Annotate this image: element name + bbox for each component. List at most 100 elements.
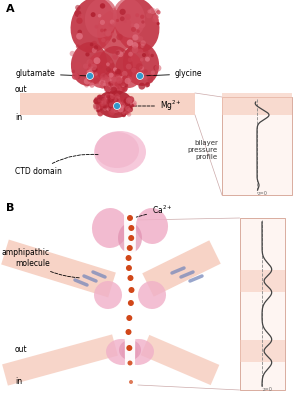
Circle shape	[100, 78, 106, 83]
Circle shape	[109, 97, 114, 101]
Circle shape	[112, 38, 116, 42]
Circle shape	[145, 82, 150, 87]
Circle shape	[122, 111, 125, 115]
Ellipse shape	[85, 0, 117, 38]
Circle shape	[105, 104, 109, 108]
FancyBboxPatch shape	[222, 97, 292, 195]
Circle shape	[100, 20, 105, 25]
Circle shape	[128, 52, 133, 56]
Circle shape	[105, 86, 111, 92]
Circle shape	[96, 103, 103, 110]
Circle shape	[132, 42, 138, 49]
Circle shape	[91, 12, 96, 17]
Circle shape	[111, 103, 117, 109]
Bar	[239, 340, 285, 362]
Circle shape	[120, 9, 126, 15]
Ellipse shape	[92, 208, 128, 248]
Circle shape	[114, 102, 121, 110]
Circle shape	[155, 65, 161, 72]
Circle shape	[123, 86, 128, 91]
Circle shape	[93, 78, 100, 84]
Circle shape	[127, 108, 132, 112]
Circle shape	[122, 110, 126, 114]
Circle shape	[108, 106, 112, 110]
Circle shape	[115, 82, 119, 87]
Circle shape	[128, 287, 135, 293]
Circle shape	[122, 76, 128, 81]
Circle shape	[113, 82, 117, 86]
Circle shape	[97, 95, 103, 100]
Circle shape	[109, 75, 113, 79]
Circle shape	[100, 81, 105, 86]
Circle shape	[123, 95, 130, 102]
Circle shape	[125, 84, 128, 88]
Circle shape	[76, 44, 80, 48]
Ellipse shape	[115, 0, 159, 53]
Ellipse shape	[71, 42, 107, 86]
Circle shape	[108, 81, 112, 86]
Circle shape	[107, 84, 112, 89]
Circle shape	[113, 68, 117, 72]
Text: A: A	[6, 4, 15, 14]
Circle shape	[88, 66, 95, 73]
Text: in: in	[15, 114, 22, 122]
Circle shape	[107, 105, 112, 110]
Circle shape	[132, 46, 138, 53]
Circle shape	[122, 113, 126, 117]
Circle shape	[97, 94, 103, 100]
Circle shape	[128, 300, 134, 306]
Circle shape	[115, 80, 119, 84]
Circle shape	[105, 75, 110, 80]
Text: CTD domain: CTD domain	[15, 154, 99, 176]
Circle shape	[122, 81, 128, 87]
Circle shape	[116, 19, 119, 22]
Circle shape	[104, 74, 110, 80]
Circle shape	[126, 265, 132, 271]
Circle shape	[140, 58, 144, 62]
Circle shape	[128, 225, 134, 231]
Circle shape	[131, 104, 134, 107]
Circle shape	[108, 109, 114, 115]
Circle shape	[76, 74, 81, 79]
Circle shape	[130, 100, 137, 107]
Circle shape	[123, 74, 128, 79]
Circle shape	[75, 74, 79, 78]
Circle shape	[87, 70, 90, 74]
Circle shape	[108, 107, 113, 111]
Circle shape	[110, 20, 115, 24]
Circle shape	[140, 40, 146, 46]
Circle shape	[107, 78, 110, 82]
Circle shape	[122, 75, 127, 80]
Circle shape	[103, 108, 107, 111]
Text: Mg$^{2+}$: Mg$^{2+}$	[120, 99, 182, 113]
Ellipse shape	[106, 339, 138, 365]
Circle shape	[129, 380, 133, 384]
Circle shape	[115, 85, 121, 91]
Circle shape	[124, 85, 128, 90]
Circle shape	[115, 50, 122, 56]
Circle shape	[115, 69, 121, 75]
Circle shape	[100, 73, 107, 80]
Circle shape	[151, 70, 155, 75]
Circle shape	[98, 100, 102, 104]
Circle shape	[104, 29, 107, 32]
Circle shape	[119, 84, 123, 88]
Circle shape	[148, 51, 151, 54]
Circle shape	[138, 36, 143, 41]
Circle shape	[132, 67, 137, 72]
Text: out: out	[15, 84, 28, 94]
Circle shape	[123, 20, 127, 22]
Circle shape	[106, 88, 111, 92]
Circle shape	[99, 80, 105, 86]
Circle shape	[133, 49, 137, 53]
Circle shape	[121, 105, 125, 109]
Circle shape	[125, 101, 130, 106]
Circle shape	[100, 96, 104, 101]
Circle shape	[106, 80, 109, 82]
Circle shape	[113, 55, 118, 60]
Circle shape	[112, 112, 115, 115]
Circle shape	[100, 83, 106, 89]
Circle shape	[93, 102, 100, 109]
Circle shape	[99, 65, 102, 68]
Circle shape	[105, 98, 110, 103]
